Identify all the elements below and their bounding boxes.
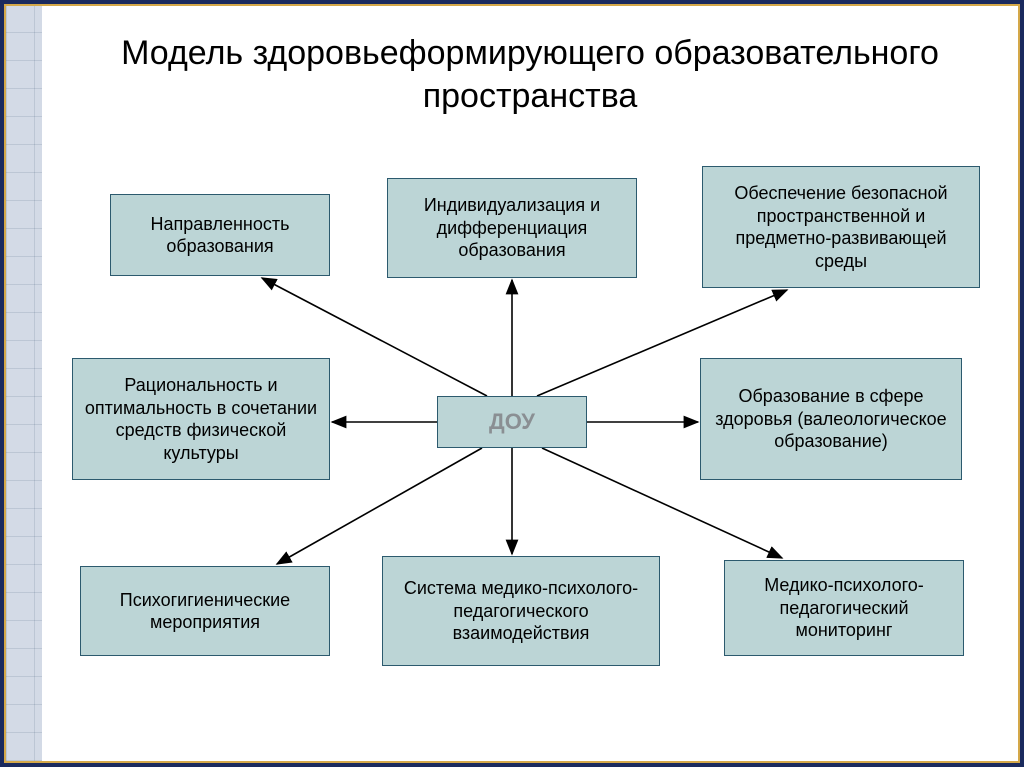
- node-label: Рациональность и оптимальность в сочетан…: [83, 374, 319, 464]
- center-node-label: ДОУ: [489, 409, 535, 435]
- center-node: ДОУ: [437, 396, 587, 448]
- node-label: Система медико-психолого-педагогического…: [393, 577, 649, 645]
- node-label: Психогигиенические мероприятия: [91, 589, 319, 634]
- node-n7: Система медико-психолого-педагогического…: [382, 556, 660, 666]
- node-n1: Направленность образования: [110, 194, 330, 276]
- node-n6: Психогигиенические мероприятия: [80, 566, 330, 656]
- node-n5: Образование в сфере здоровья (валеологич…: [700, 358, 962, 480]
- slide-content: Модель здоровьеформирующего образователь…: [42, 6, 1018, 761]
- node-n2: Индивидуализация и дифференциация образо…: [387, 178, 637, 278]
- node-n4: Рациональность и оптимальность в сочетан…: [72, 358, 330, 480]
- node-label: Индивидуализация и дифференциация образо…: [398, 194, 626, 262]
- node-label: Обеспечение безопасной пространственной …: [713, 182, 969, 272]
- page-title: Модель здоровьеформирующего образователь…: [42, 6, 1018, 127]
- node-label: Направленность образования: [121, 213, 319, 258]
- left-grid-strip: [6, 6, 42, 761]
- node-label: Образование в сфере здоровья (валеологич…: [711, 385, 951, 453]
- node-label: Медико-психолого-педагогический монитори…: [735, 574, 953, 642]
- node-n3: Обеспечение безопасной пространственной …: [702, 166, 980, 288]
- node-n8: Медико-психолого-педагогический монитори…: [724, 560, 964, 656]
- diagram-area: ДОУ Направленность образования Индивидуал…: [42, 136, 1018, 761]
